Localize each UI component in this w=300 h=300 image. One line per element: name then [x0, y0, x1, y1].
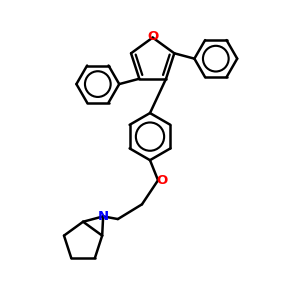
Text: O: O [156, 174, 168, 187]
Text: O: O [147, 30, 158, 43]
Text: N: N [98, 210, 109, 223]
